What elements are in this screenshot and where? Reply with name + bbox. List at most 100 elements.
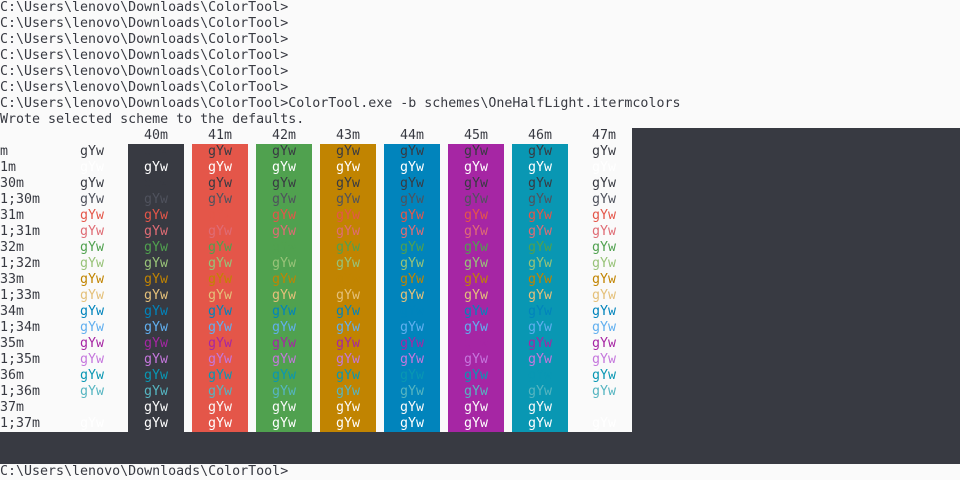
sample-cell: gYw [400,384,425,399]
column-background-47m [576,144,632,432]
sample-cell: gYw [400,272,425,287]
sample-cell: gYw [272,144,297,159]
sample-cell: gYw [144,224,169,239]
dark-background-strip [0,432,960,464]
sample-cell: gYw [336,192,361,207]
sample-cell: gYw [528,352,553,367]
sample-cell: gYw [592,304,617,319]
sample-cell: gYw [272,224,297,239]
sample-cell: gYw [528,256,553,271]
sample-cell: gYw [464,176,489,191]
column-background-44m [384,144,440,432]
column-background-43m [320,144,376,432]
sample-cell: gYw [400,320,425,335]
sample-cell: gYw [336,416,361,431]
row-label: 34m [0,304,25,319]
column-header: 42m [272,128,297,143]
sample-cell-default: gYw [80,192,105,207]
column-background-46m [512,144,568,432]
sample-cell: gYw [464,400,489,415]
column-header: 43m [336,128,361,143]
column-background-45m [448,144,504,432]
sample-cell: gYw [272,256,297,271]
sample-cell: gYw [336,272,361,287]
sample-cell: gYw [208,384,233,399]
sample-cell: gYw [272,176,297,191]
prompt-line: C:\Users\lenovo\Downloads\ColorTool> [0,48,289,63]
row-label: 37m [0,400,25,415]
sample-cell: gYw [592,192,617,207]
row-label: 1;32m [0,256,41,271]
row-label: 1;31m [0,224,41,239]
sample-cell: gYw [208,368,233,383]
sample-cell: gYw [144,304,169,319]
sample-cell: gYw [464,352,489,367]
final-prompt[interactable]: C:\Users\lenovo\Downloads\ColorTool> [0,464,289,479]
sample-cell: gYw [464,240,489,255]
sample-cell: gYw [208,192,233,207]
sample-cell: gYw [464,160,489,175]
sample-cell: gYw [592,336,617,351]
sample-cell: gYw [272,352,297,367]
sample-cell: gYw [144,368,169,383]
row-label: 31m [0,208,25,223]
sample-cell-default: gYw [80,304,105,319]
row-label: 30m [0,176,25,191]
sample-cell: gYw [592,160,617,175]
sample-cell: gYw [336,384,361,399]
sample-cell: gYw [400,368,425,383]
sample-cell: gYw [592,368,617,383]
sample-cell: gYw [464,224,489,239]
sample-cell: gYw [528,368,553,383]
sample-cell-default: gYw [80,224,105,239]
sample-cell: gYw [336,240,361,255]
sample-cell: gYw [528,176,553,191]
column-header: 47m [592,128,617,143]
sample-cell: gYw [336,352,361,367]
row-label: 1;34m [0,320,41,335]
column-header: 40m [144,128,169,143]
sample-cell: gYw [400,400,425,415]
sample-cell: gYw [528,240,553,255]
sample-cell: gYw [208,224,233,239]
sample-cell: gYw [272,208,297,223]
sample-cell: gYw [336,160,361,175]
sample-cell: gYw [400,144,425,159]
sample-cell: gYw [464,192,489,207]
sample-cell-default: gYw [80,176,105,191]
sample-cell: gYw [272,288,297,303]
sample-cell: gYw [464,144,489,159]
sample-cell: gYw [400,208,425,223]
sample-cell: gYw [464,368,489,383]
sample-cell: gYw [592,288,617,303]
row-label: 1m [0,160,17,175]
sample-cell: gYw [144,336,169,351]
sample-cell: gYw [336,144,361,159]
sample-cell: gYw [400,192,425,207]
sample-cell: gYw [144,416,169,431]
sample-cell-default: gYw [80,240,105,255]
prompt-line: C:\Users\lenovo\Downloads\ColorTool> [0,0,289,15]
column-background-42m [256,144,312,432]
sample-cell: gYw [592,352,617,367]
sample-cell: gYw [272,416,297,431]
sample-cell: gYw [208,176,233,191]
sample-cell: gYw [272,272,297,287]
sample-cell: gYw [528,272,553,287]
sample-cell: gYw [336,320,361,335]
sample-cell-default: gYw [80,352,105,367]
sample-cell: gYw [400,224,425,239]
sample-cell: gYw [528,208,553,223]
sample-cell: gYw [144,400,169,415]
sample-cell: gYw [528,400,553,415]
column-background-40m [128,144,184,432]
sample-cell: gYw [144,208,169,223]
sample-cell: gYw [528,320,553,335]
sample-cell: gYw [208,144,233,159]
sample-cell: gYw [528,224,553,239]
command-line: C:\Users\lenovo\Downloads\ColorTool>Colo… [0,96,681,111]
sample-cell: gYw [400,240,425,255]
sample-cell: gYw [208,400,233,415]
sample-cell: gYw [208,240,233,255]
sample-cell: gYw [400,304,425,319]
